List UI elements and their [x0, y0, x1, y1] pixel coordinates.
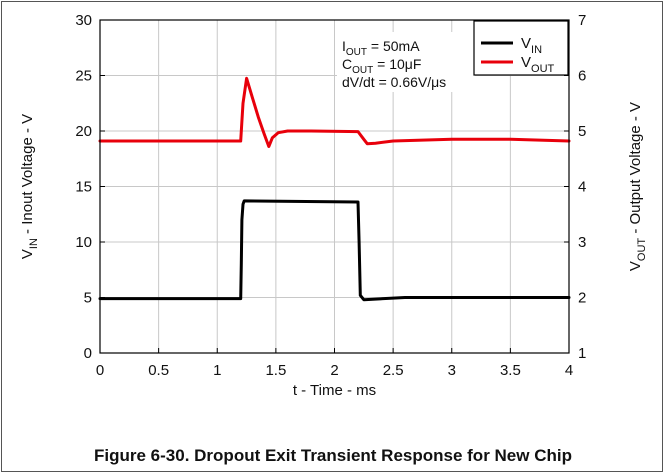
y-left-tick-label: 0 — [84, 345, 92, 362]
annotation-text: dV/dt = 0.66V/μs — [342, 74, 446, 90]
x-tick-label: 0 — [96, 362, 104, 379]
tick-labels: 0 0.5 1 1.5 2 2.5 3 3.5 4 0 5 10 15 20 25 30 1 2 3 4 5 6 7 — [75, 12, 586, 379]
x-tick-label: 4 — [565, 362, 573, 379]
y-left-tick-label: 15 — [75, 179, 92, 196]
x-tick-label: 1.5 — [265, 362, 286, 379]
x-tick-label: 1 — [213, 362, 221, 379]
y-right-tick-label: 7 — [578, 12, 586, 29]
y-right-tick-label: 6 — [578, 68, 586, 85]
x-tick-label: 2 — [330, 362, 338, 379]
y-right-tick-label: 2 — [578, 290, 586, 307]
y-right-tick-label: 3 — [578, 234, 586, 251]
series-line-v-in — [98, 199, 571, 302]
y-right-tick-label: 4 — [578, 179, 586, 196]
legend-box — [473, 20, 569, 76]
x-tick-label: 0.5 — [148, 362, 169, 379]
y-left-tick-label: 5 — [84, 290, 92, 307]
series-line-v-out — [98, 76, 571, 148]
y-right-tick-label: 1 — [578, 345, 586, 362]
x-tick-label: 2.5 — [383, 362, 404, 379]
annotation-text: COUT = 10μF — [342, 56, 421, 76]
y-right-axis-label: VOUT - Output Voltage - V — [627, 102, 648, 271]
annotation-box — [337, 32, 475, 92]
series-layer — [98, 76, 571, 302]
figure-caption: Figure 6-30. Dropout Exit Transient Resp… — [94, 446, 572, 465]
axis-labels: t - Time - ms VIN - Inout Voltage - V VOUT… — [19, 102, 648, 399]
x-axis-label: t - Time - ms — [293, 382, 376, 399]
y-right-tick-label: 5 — [578, 123, 586, 140]
annotation-text: IOUT = 50mA — [342, 38, 420, 58]
y-left-tick-label: 10 — [75, 234, 92, 251]
y-left-tick-label: 30 — [75, 12, 92, 29]
x-tick-label: 3.5 — [500, 362, 521, 379]
dual-axis-line-chart: 0 0.5 1 1.5 2 2.5 3 3.5 4 0 5 10 15 20 25 30 1 2 3 4 5 6 7 t -… — [19, 12, 648, 399]
y-left-tick-label: 25 — [75, 68, 92, 85]
x-tick-label: 3 — [448, 362, 456, 379]
legend-label: VOUT — [521, 54, 555, 75]
y-left-tick-label: 20 — [75, 123, 92, 140]
legend-label: VIN — [521, 35, 542, 56]
y-left-axis-label: VIN - Inout Voltage - V — [19, 114, 40, 259]
